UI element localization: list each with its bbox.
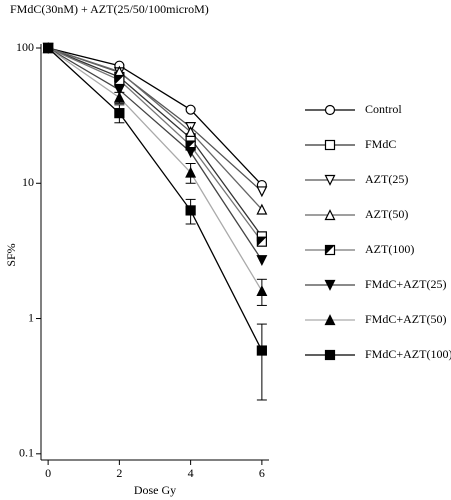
x-tick-label: 2 xyxy=(116,466,122,480)
legend-label: FMdC+AZT(50) xyxy=(365,312,446,326)
marker xyxy=(324,349,336,361)
marker xyxy=(324,174,336,186)
series-line xyxy=(47,47,263,243)
legend-item: FMdC xyxy=(305,137,396,151)
marker xyxy=(256,255,268,267)
legend-label: FMdC+AZT(100) xyxy=(365,347,451,361)
legend-label: AZT(100) xyxy=(365,242,414,256)
x-tick-label: 6 xyxy=(259,466,265,480)
series-line xyxy=(47,47,263,192)
legend-item: AZT(25) xyxy=(305,172,408,186)
marker xyxy=(185,146,197,158)
y-tick-label: 1 xyxy=(28,310,34,324)
x-tick-label: 0 xyxy=(45,466,51,480)
marker xyxy=(324,314,336,326)
series-line xyxy=(47,47,263,237)
legend-item: AZT(50) xyxy=(305,207,408,221)
legend-label: AZT(25) xyxy=(365,172,408,186)
legend-label: AZT(50) xyxy=(365,207,408,221)
legend-item: FMdC+AZT(50) xyxy=(305,312,446,326)
x-axis-title: Dose Gy xyxy=(134,483,176,497)
chart-title: FMdC(30nM) + AZT(25/50/100microM) xyxy=(10,2,209,16)
marker xyxy=(185,125,197,137)
marker xyxy=(324,244,336,256)
marker xyxy=(256,186,268,198)
y-tick-label: 0.1 xyxy=(19,446,34,460)
marker xyxy=(185,205,196,216)
marker xyxy=(43,42,54,54)
marker xyxy=(324,104,336,116)
legend-item: Control xyxy=(305,102,402,116)
legend-item: FMdC+AZT(25) xyxy=(305,277,446,291)
marker xyxy=(113,84,125,96)
marker xyxy=(256,345,267,356)
legend-label: FMdC+AZT(25) xyxy=(365,277,446,291)
marker xyxy=(256,203,268,215)
series-line xyxy=(47,47,263,351)
marker xyxy=(114,108,125,119)
series-line xyxy=(47,47,263,261)
y-tick-label: 10 xyxy=(22,175,34,189)
y-tick-label: 100 xyxy=(16,40,34,54)
marker xyxy=(185,166,197,178)
marker xyxy=(324,279,336,291)
marker xyxy=(256,236,267,247)
series-line xyxy=(47,47,263,210)
legend-item: AZT(100) xyxy=(305,242,414,256)
x-tick-label: 4 xyxy=(188,466,194,480)
marker xyxy=(256,285,268,297)
marker xyxy=(324,139,336,151)
legend-label: Control xyxy=(365,102,402,116)
marker xyxy=(114,74,125,86)
marker xyxy=(185,104,196,115)
legend-label: FMdC xyxy=(365,137,396,151)
series-line xyxy=(47,47,263,292)
marker xyxy=(113,91,125,103)
legend-item: FMdC+AZT(100) xyxy=(305,347,451,361)
error-bar xyxy=(256,323,267,401)
series-line xyxy=(47,47,263,186)
marker xyxy=(324,209,336,221)
y-axis-title: SF% xyxy=(4,243,18,266)
